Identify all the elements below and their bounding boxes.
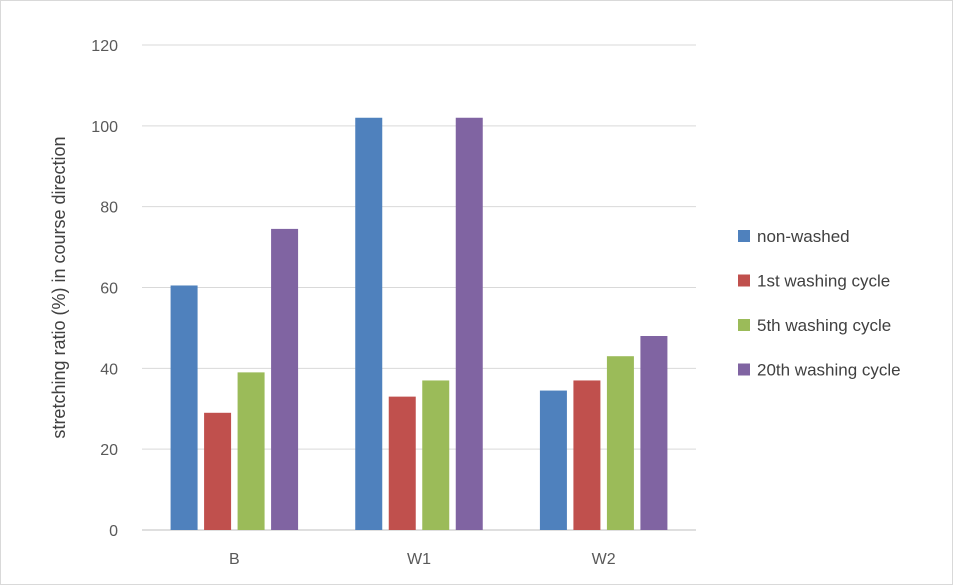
gridlines: [142, 44, 696, 450]
legend-swatch: [738, 363, 750, 376]
legend-swatch: [738, 230, 750, 242]
bar-20th-washing-cycle-w2: [640, 336, 668, 530]
bar-20th-washing-cycle-b: [271, 228, 299, 531]
y-axis-title: stretching ratio (%) in course direction: [49, 136, 69, 438]
bar-non-washed-w2: [539, 390, 567, 530]
bar-non-washed-b: [170, 285, 198, 530]
bar-1st-washing-cycle-b: [204, 412, 232, 530]
bar-non-washed-w1: [355, 117, 383, 530]
y-tick-label: 60: [100, 281, 118, 298]
y-tick-label: 0: [109, 523, 118, 540]
bar-20th-washing-cycle-w1: [455, 117, 483, 530]
x-tick-label: W2: [592, 551, 616, 568]
x-axis-tick-labels: B W1 W2: [229, 551, 616, 568]
y-tick-label: 40: [100, 361, 118, 378]
legend-label: 20th washing cycle: [757, 361, 901, 380]
x-tick-label: W1: [407, 551, 431, 568]
legend-swatch: [738, 319, 750, 331]
bar-1st-washing-cycle-w2: [573, 380, 601, 530]
y-tick-label: 120: [91, 38, 118, 55]
bar-1st-washing-cycle-w1: [388, 396, 416, 530]
legend-label: non-washed: [757, 227, 850, 246]
bar-5th-washing-cycle-w1: [422, 380, 450, 530]
legend-label: 5th washing cycle: [757, 316, 891, 335]
y-tick-label: 80: [100, 200, 118, 217]
y-tick-label: 20: [100, 442, 118, 459]
x-tick-label: B: [229, 551, 240, 568]
y-tick-label: 100: [91, 119, 118, 136]
bar-5th-washing-cycle-b: [237, 372, 265, 530]
y-axis-tick-labels: 0 20 40 60 80 100 120: [91, 38, 118, 540]
legend-swatch: [738, 274, 750, 287]
legend: non-washed 1st washing cycle 5th washing c…: [738, 227, 901, 380]
bar-5th-washing-cycle-w2: [606, 356, 634, 530]
bars: [170, 117, 668, 531]
legend-label: 1st washing cycle: [757, 272, 890, 291]
